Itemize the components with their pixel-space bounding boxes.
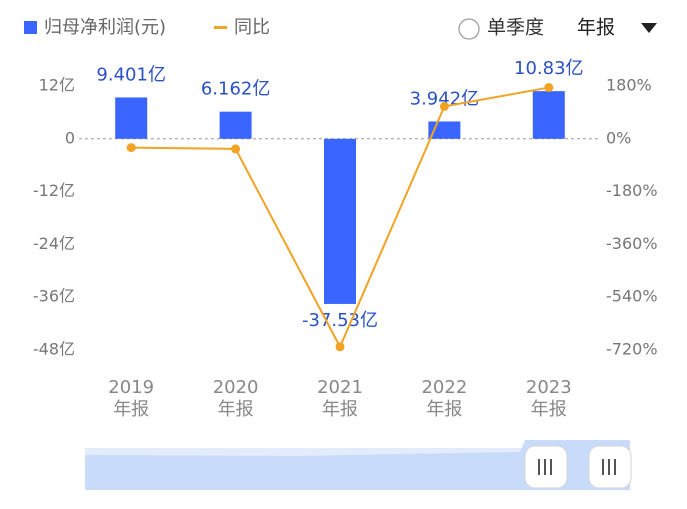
legend-label: 归母净利润(元) <box>44 17 166 38</box>
legend-swatch <box>214 26 227 29</box>
y2-tick-label: -720% <box>606 340 658 359</box>
y2-tick-label: 0% <box>606 128 631 147</box>
legend-label: 同比 <box>234 17 270 38</box>
data-label: -37.53亿 <box>302 310 378 331</box>
radio[interactable] <box>458 18 480 40</box>
bar <box>532 91 565 139</box>
report-select[interactable]: 年报 <box>577 17 615 39</box>
line-point <box>335 342 345 352</box>
line-point <box>439 101 449 111</box>
y-tick-label: -48亿 <box>33 340 75 359</box>
y2-tick-label: -180% <box>606 181 658 200</box>
slider-area <box>85 440 630 490</box>
data-label: 9.401亿 <box>96 64 166 85</box>
y-tick-label: 0 <box>65 128 75 147</box>
data-label: 6.162亿 <box>201 79 271 100</box>
x-tick-label: 2019 年报 <box>108 377 154 420</box>
y2-tick-label: -360% <box>606 234 658 253</box>
range-slider[interactable] <box>85 440 632 490</box>
x-tick-label: 2023 年报 <box>526 377 572 420</box>
y-tick-label: -12亿 <box>33 181 75 200</box>
legend-swatch <box>24 21 37 34</box>
data-label: 10.83亿 <box>514 58 584 79</box>
line-point <box>126 143 136 153</box>
bar <box>219 111 252 139</box>
line-point <box>544 83 554 93</box>
handle-grip <box>538 459 552 475</box>
bar <box>115 97 148 139</box>
y-tick-label: 12亿 <box>39 76 75 95</box>
x-tick-label: 2022 年报 <box>421 377 467 420</box>
x-tick-label: 2021 年报 <box>317 377 363 420</box>
y-tick-label: -36亿 <box>33 287 75 306</box>
dropdown-arrow[interactable] <box>641 23 657 33</box>
x-tick-label: 2020 年报 <box>213 377 259 420</box>
line-point <box>231 144 241 154</box>
handle-grip <box>602 459 616 475</box>
y-tick-label: -24亿 <box>33 234 75 253</box>
y2-tick-label: -540% <box>606 287 658 306</box>
period-toggle[interactable]: 单季度 <box>487 17 544 39</box>
bar <box>324 138 356 304</box>
y2-tick-label: 180% <box>606 76 652 95</box>
